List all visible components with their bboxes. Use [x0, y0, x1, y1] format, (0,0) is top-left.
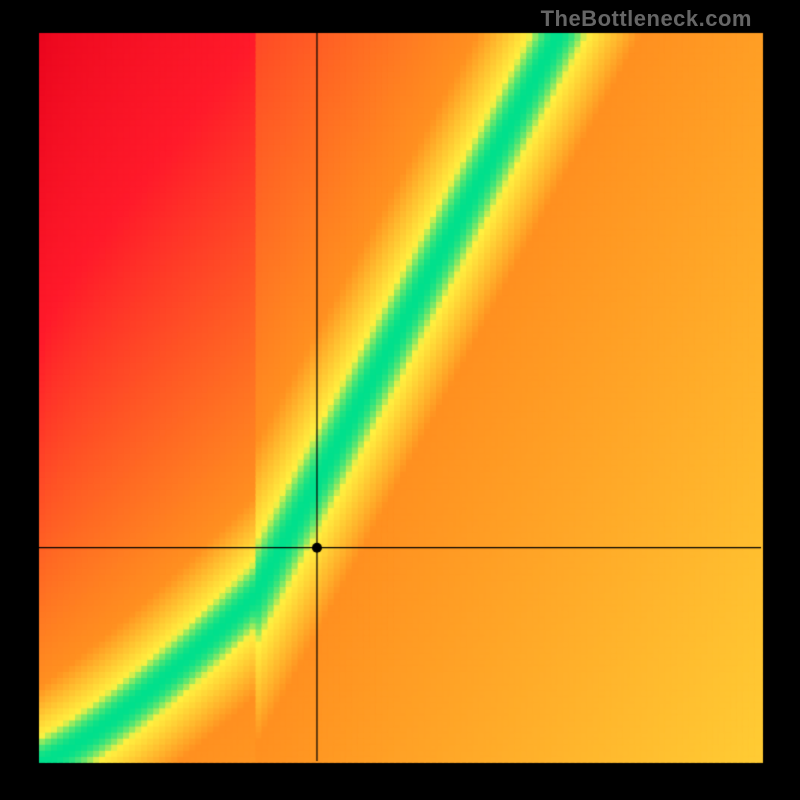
watermark-text: TheBottleneck.com: [541, 6, 752, 32]
chart-container: TheBottleneck.com: [0, 0, 800, 800]
bottleneck-heatmap: [0, 0, 800, 800]
